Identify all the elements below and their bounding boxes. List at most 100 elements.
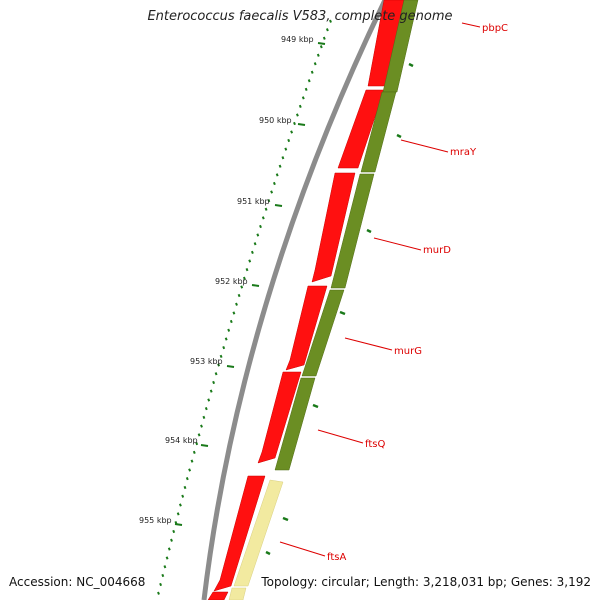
ruler-tick bbox=[272, 181, 276, 186]
accession-label: Accession: NC_004668 bbox=[9, 575, 146, 589]
gene-label-pbpC[interactable]: pbpC bbox=[482, 23, 508, 34]
ruler-tick bbox=[301, 96, 305, 100]
ruler-tick bbox=[290, 130, 294, 134]
ruler-tick bbox=[235, 302, 238, 306]
genome-summary: Topology: circular; Length: 3,218,031 bp… bbox=[261, 575, 591, 589]
backbone-inner-gap bbox=[209, 0, 392, 601]
ruler-tick bbox=[259, 224, 262, 229]
cds-feature[interactable] bbox=[382, 0, 419, 93]
genome-backbone bbox=[201, 0, 388, 601]
ruler-tick bbox=[304, 87, 308, 91]
cds-feature[interactable] bbox=[337, 89, 385, 169]
ruler-tick bbox=[217, 363, 221, 367]
cds-feature[interactable] bbox=[285, 285, 328, 371]
gene-label-ftsQ[interactable]: ftsQ bbox=[365, 439, 385, 450]
ruler-tick bbox=[157, 591, 160, 595]
ruler-tick bbox=[284, 147, 288, 151]
ruler-tick bbox=[214, 372, 218, 376]
ruler-tick bbox=[202, 415, 206, 419]
ruler-tick bbox=[170, 538, 173, 542]
ruler-tick bbox=[295, 113, 299, 117]
ruler-tick bbox=[267, 199, 271, 203]
cds-feature[interactable] bbox=[330, 173, 375, 289]
ruler-tick bbox=[248, 259, 252, 263]
ruler-tick bbox=[325, 28, 329, 32]
ruler-tick bbox=[329, 19, 332, 23]
ruler-tick bbox=[264, 207, 268, 211]
ruler-tick bbox=[212, 380, 216, 385]
ruler-tick bbox=[192, 450, 196, 454]
ruler-tick bbox=[188, 468, 192, 472]
ruler-tick bbox=[240, 285, 244, 289]
gene-label-murD[interactable]: murD bbox=[423, 245, 451, 256]
scale-label: 950 kbp bbox=[259, 116, 292, 125]
gene-labels: pbpC mraY murD murG ftsQ ftsA bbox=[279, 22, 508, 563]
ruler-tick bbox=[316, 53, 320, 57]
ruler-tick bbox=[161, 573, 165, 578]
ruler-tick bbox=[176, 512, 180, 516]
ruler-tick bbox=[222, 346, 226, 350]
gene-ticks bbox=[265, 62, 414, 556]
ruler-tick bbox=[245, 268, 249, 272]
scale-label: 949 kbp bbox=[281, 35, 314, 44]
ruler-tick bbox=[209, 389, 213, 393]
ruler-tick bbox=[237, 293, 241, 298]
ruler-tick bbox=[178, 503, 182, 507]
ruler-tick bbox=[197, 433, 201, 437]
ruler-tick bbox=[172, 529, 176, 534]
ruler-ticks bbox=[157, 19, 332, 595]
ruler-tick bbox=[307, 79, 311, 83]
cds-feature[interactable] bbox=[360, 91, 397, 173]
ruler-tick bbox=[250, 250, 254, 254]
ruler-tick bbox=[261, 216, 265, 220]
map-title: Enterococcus faecalis V583, complete gen… bbox=[147, 9, 453, 24]
cds-feature[interactable] bbox=[311, 172, 356, 283]
ruler-tick bbox=[242, 276, 246, 280]
gene-label-murG[interactable]: murG bbox=[394, 346, 422, 357]
ruler-tick bbox=[232, 311, 236, 315]
ruler-tick bbox=[298, 104, 302, 108]
cds-inner-track bbox=[228, 0, 419, 601]
ruler-tick bbox=[313, 62, 317, 66]
ruler-tick bbox=[165, 556, 169, 560]
cds-feature[interactable] bbox=[257, 371, 302, 464]
ruler-tick bbox=[275, 173, 279, 177]
ruler-tick bbox=[229, 319, 233, 324]
ruler-tick bbox=[287, 138, 291, 143]
gene-label-ftsA[interactable]: ftsA bbox=[327, 552, 346, 563]
scale-labels: 949 kbp 950 kbp 951 kbp 952 kbp 953 kbp … bbox=[139, 35, 326, 526]
ruler-tick bbox=[195, 442, 199, 446]
ruler-tick bbox=[200, 424, 203, 428]
scale-label: 953 kbp bbox=[190, 357, 223, 366]
cds-feature[interactable] bbox=[301, 289, 345, 377]
ruler-tick bbox=[278, 164, 282, 168]
ruler-tick bbox=[227, 328, 231, 332]
cds-forward-track bbox=[207, 0, 405, 601]
ruler-tick bbox=[181, 494, 185, 498]
gene-label-mraY[interactable]: mraY bbox=[450, 147, 477, 158]
ruler-tick bbox=[224, 337, 228, 341]
ruler-tick bbox=[256, 233, 260, 237]
ruler-tick bbox=[190, 459, 194, 463]
ruler-tick bbox=[310, 70, 314, 74]
ruler-tick bbox=[204, 407, 208, 411]
ruler-tick bbox=[319, 45, 323, 49]
ruler-tick bbox=[253, 242, 257, 246]
ruler-tick bbox=[207, 398, 211, 402]
ruler-tick bbox=[281, 156, 285, 160]
scale-label: 954 kbp bbox=[165, 436, 198, 445]
ruler-tick bbox=[219, 354, 223, 358]
ruler-tick bbox=[167, 547, 171, 551]
ruler-tick bbox=[163, 565, 167, 569]
cds-feature[interactable] bbox=[233, 479, 284, 587]
cds-feature[interactable] bbox=[274, 377, 316, 471]
ruler-tick bbox=[293, 121, 296, 126]
scale-label: 951 kbp bbox=[237, 197, 270, 206]
scale-label: 952 kbp bbox=[215, 277, 248, 286]
ruler-tick bbox=[183, 485, 187, 490]
cds-feature[interactable] bbox=[213, 475, 266, 592]
cds-feature[interactable] bbox=[228, 587, 247, 601]
ruler-tick bbox=[270, 190, 274, 194]
